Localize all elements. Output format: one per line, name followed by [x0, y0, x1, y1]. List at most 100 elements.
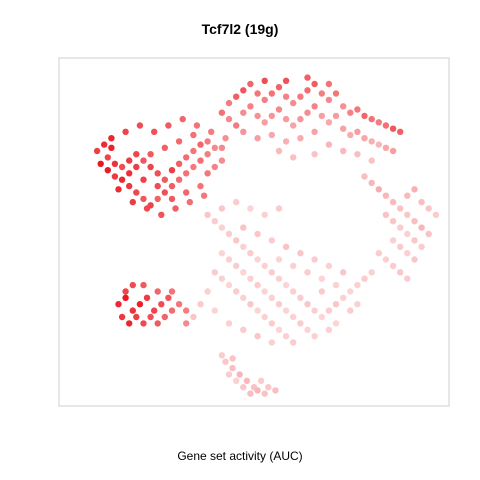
data-point — [254, 307, 261, 314]
data-point — [218, 109, 226, 116]
data-point — [272, 387, 279, 394]
data-point — [290, 339, 297, 346]
data-point — [175, 138, 183, 145]
data-point — [108, 144, 115, 151]
data-point — [290, 313, 297, 321]
data-point — [229, 355, 236, 362]
data-point — [297, 320, 304, 327]
data-point — [275, 275, 283, 282]
data-point — [233, 377, 240, 384]
data-point — [104, 154, 112, 161]
data-point — [240, 128, 247, 135]
x-axis-label: Gene set activity (AUC) — [177, 449, 303, 463]
data-point — [154, 320, 161, 327]
data-point — [254, 90, 261, 97]
data-point — [136, 301, 144, 308]
data-point — [268, 339, 275, 346]
data-point — [233, 288, 240, 295]
data-point — [204, 151, 211, 158]
data-point — [325, 141, 333, 148]
data-point — [361, 275, 368, 282]
data-point — [240, 326, 247, 333]
data-point — [425, 230, 432, 238]
data-point — [154, 182, 161, 190]
data-point — [118, 163, 126, 171]
data-point — [122, 294, 129, 301]
data-point — [233, 93, 240, 100]
data-point — [368, 179, 375, 187]
data-point — [304, 301, 311, 308]
data-point — [126, 320, 133, 327]
data-point — [133, 151, 140, 158]
data-point — [222, 135, 229, 142]
data-point — [151, 307, 158, 314]
data-point — [143, 294, 151, 301]
data-point — [290, 122, 297, 129]
data-point — [397, 269, 404, 276]
data-point — [389, 262, 397, 270]
data-point — [225, 371, 233, 378]
data-point — [118, 313, 126, 321]
data-point — [129, 307, 136, 314]
data-point — [179, 115, 186, 123]
data-point — [368, 157, 375, 164]
data-point — [147, 202, 154, 209]
data-point — [254, 230, 261, 238]
data-point — [297, 115, 304, 123]
data-point — [268, 294, 275, 301]
data-point — [183, 170, 190, 177]
data-point — [282, 243, 290, 250]
data-point — [247, 250, 254, 257]
data-point — [254, 112, 261, 120]
data-point — [225, 281, 233, 289]
data-point — [354, 151, 361, 158]
data-point — [115, 186, 122, 193]
data-point — [197, 182, 204, 190]
data-point — [261, 262, 268, 270]
data-point — [397, 205, 404, 212]
data-point — [261, 288, 268, 295]
data-point — [218, 250, 226, 257]
data-point — [218, 157, 226, 164]
data-point — [275, 147, 283, 155]
data-point — [389, 198, 397, 206]
data-point — [347, 307, 354, 314]
data-point — [168, 167, 176, 174]
data-point — [175, 301, 183, 308]
data-point — [140, 281, 147, 289]
data-point — [418, 243, 425, 250]
data-point — [304, 326, 311, 333]
data-point — [154, 195, 161, 203]
data-point — [375, 141, 382, 148]
data-point — [318, 90, 325, 97]
data-point — [411, 237, 418, 244]
data-point — [304, 109, 311, 116]
data-point — [254, 256, 261, 263]
data-point — [332, 301, 340, 308]
data-point — [397, 128, 404, 135]
data-point — [261, 77, 268, 85]
data-point — [108, 135, 115, 142]
data-point — [190, 313, 197, 321]
data-point — [197, 157, 204, 164]
data-point — [122, 288, 129, 295]
data-point — [311, 333, 318, 340]
data-point — [261, 119, 268, 126]
data-point — [282, 93, 290, 100]
data-point — [332, 112, 340, 120]
data-point — [126, 157, 133, 164]
data-point — [158, 301, 165, 308]
data-point — [126, 182, 133, 190]
data-point — [282, 281, 290, 289]
data-point — [368, 115, 375, 123]
data-point — [240, 243, 247, 250]
data-point — [147, 151, 154, 158]
data-point — [247, 301, 254, 308]
data-point — [268, 237, 275, 244]
data-point — [361, 173, 368, 180]
data-point — [111, 160, 119, 167]
data-point — [218, 275, 226, 282]
data-point — [240, 224, 247, 231]
data-point — [247, 205, 254, 212]
data-point — [183, 154, 190, 161]
